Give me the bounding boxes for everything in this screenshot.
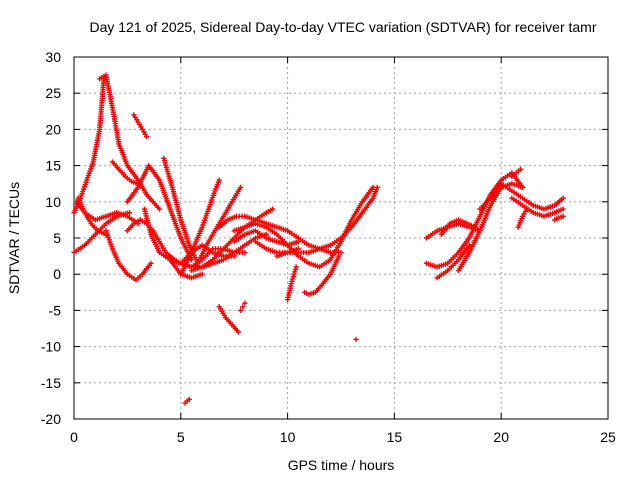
series-arc-02 <box>97 72 163 212</box>
y-tick-label: 10 <box>45 194 61 210</box>
data-point <box>519 184 526 190</box>
data-point <box>216 177 222 183</box>
y-tick-label: -15 <box>41 375 61 391</box>
data-point <box>374 184 380 190</box>
data-point <box>103 231 109 237</box>
series-arc-23 <box>182 396 192 406</box>
plot-frame <box>73 56 609 420</box>
data-point <box>238 184 244 190</box>
series-arc-34 <box>477 181 566 212</box>
data-points <box>71 72 566 406</box>
x-tick-label: 15 <box>387 429 403 445</box>
data-point <box>517 166 524 172</box>
series-arc-21 <box>216 304 242 335</box>
data-point <box>295 246 301 252</box>
y-tick-label: -20 <box>41 411 61 427</box>
series-arc-26 <box>285 264 299 303</box>
y-tick-label: -5 <box>49 302 62 318</box>
tick-labels: 0 5 10 15 20 25 -20 -15 -10 -5 0 5 10 15 20 25 30 <box>41 49 616 445</box>
x-tick-label: 0 <box>70 429 78 445</box>
y-tick-label: 5 <box>53 230 61 246</box>
chart-title: Day 121 of 2025, Sidereal Day-to-day VTE… <box>89 19 596 35</box>
series-arc-32 <box>434 242 472 281</box>
data-point <box>338 249 344 256</box>
data-point <box>231 253 237 259</box>
gridlines <box>74 57 608 419</box>
y-tick-label: -10 <box>41 339 61 355</box>
data-point <box>524 206 530 212</box>
data-point <box>293 264 299 270</box>
series-arc-20 <box>231 228 301 248</box>
series-arc-01 <box>71 76 107 216</box>
series-arc-22 <box>238 300 248 313</box>
x-tick-label: 25 <box>600 429 616 445</box>
data-point <box>353 336 359 342</box>
data-point <box>560 213 566 219</box>
y-tick-label: 25 <box>45 85 61 101</box>
data-point <box>336 253 342 259</box>
series-arc-15 <box>178 177 222 277</box>
series-arc-19 <box>231 184 376 270</box>
series-arc-38 <box>509 166 524 180</box>
series-arc-09 <box>131 112 150 140</box>
data-point <box>235 329 242 335</box>
x-tick-label: 10 <box>280 429 296 445</box>
x-tick-label: 5 <box>177 429 185 445</box>
data-point <box>270 206 276 212</box>
data-point <box>238 307 244 313</box>
series-arc-31 <box>438 217 479 237</box>
series-arc-36 <box>515 206 530 230</box>
series-arc-35 <box>509 195 566 219</box>
data-point <box>148 260 154 266</box>
series-arc-17 <box>195 184 244 266</box>
data-point <box>560 195 566 201</box>
data-point <box>295 239 301 245</box>
data-point <box>472 224 479 230</box>
series-arc-27 <box>302 253 342 298</box>
data-point <box>242 249 248 256</box>
y-axis-label: SDTVAR / TECUs <box>6 182 22 294</box>
data-point <box>242 300 248 306</box>
series-arc-05 <box>103 228 154 283</box>
series-arc-28 <box>274 246 301 259</box>
data-point <box>199 271 205 277</box>
series-arc-06 <box>75 195 109 237</box>
series-arc-24 <box>353 336 359 342</box>
data-point <box>144 134 150 140</box>
series-arc-13 <box>167 257 205 281</box>
data-point <box>560 206 566 212</box>
series-arc-37 <box>552 213 566 223</box>
x-axis-label: GPS time / hours <box>288 457 395 473</box>
y-tick-label: 15 <box>45 158 61 174</box>
y-tick-label: 20 <box>45 121 61 137</box>
series-arc-07 <box>109 159 141 187</box>
data-point <box>126 210 133 216</box>
y-tick-label: 30 <box>45 49 61 65</box>
x-tick-label: 20 <box>493 429 509 445</box>
data-point <box>156 206 163 212</box>
data-point <box>240 304 246 310</box>
data-point <box>186 396 192 403</box>
y-tick-label: 0 <box>53 266 61 282</box>
series-arc-25 <box>252 184 380 256</box>
series-arc-33 <box>455 181 526 274</box>
